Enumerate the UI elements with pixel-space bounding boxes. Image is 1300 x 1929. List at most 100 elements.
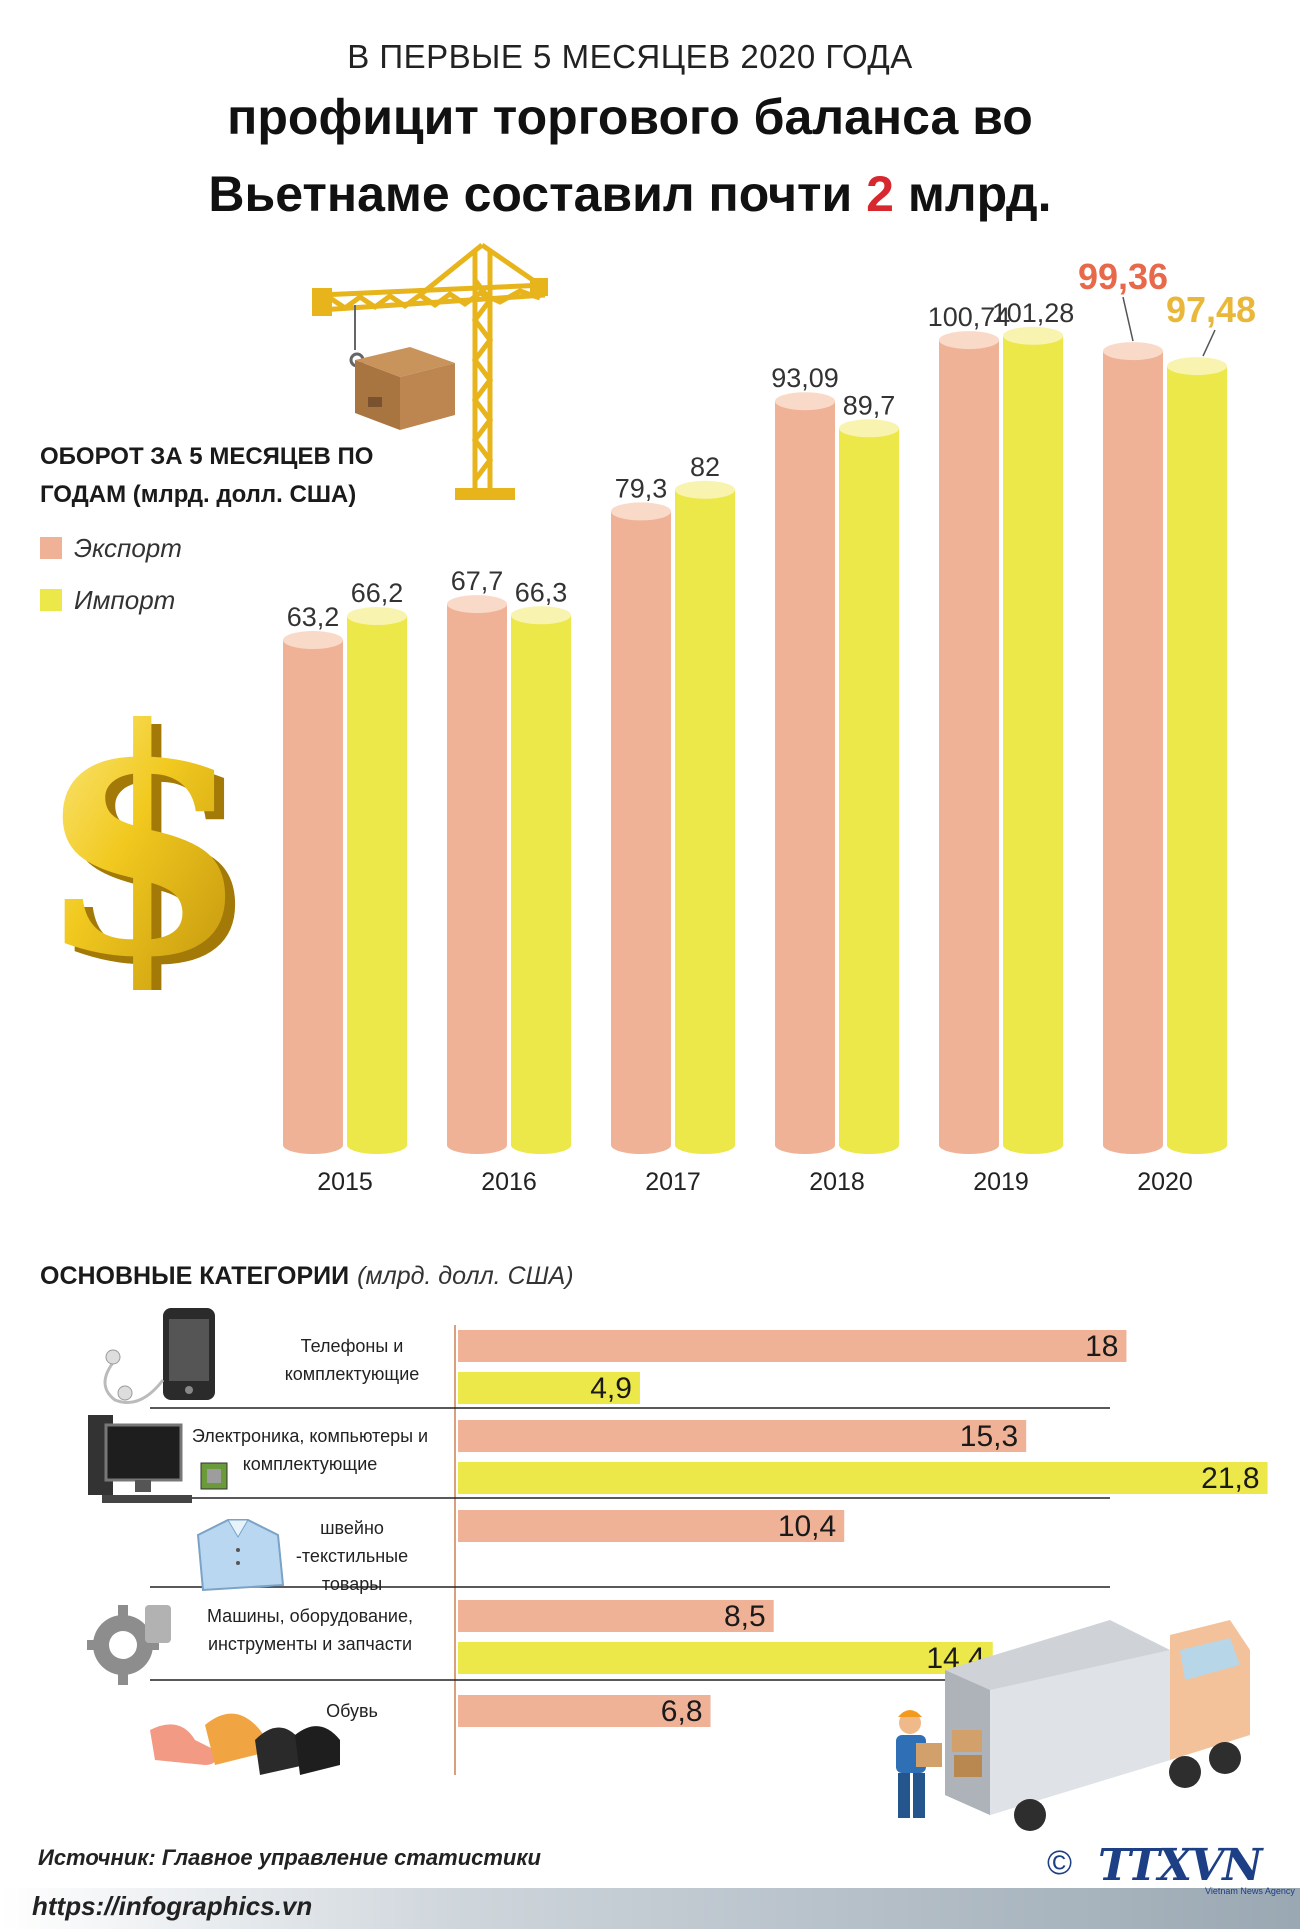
category-label: инструменты и запчасти	[208, 1634, 412, 1654]
category-value-label: 4,9	[590, 1372, 632, 1405]
crane-icon	[312, 242, 548, 500]
category-label: швейно	[320, 1518, 384, 1538]
brand-logo: TTXVN	[1098, 1840, 1262, 1891]
bar-top	[675, 480, 735, 499]
category-label: Телефоны и	[301, 1336, 404, 1356]
import-category-bar	[458, 1462, 1268, 1494]
bar-value-label: 93,09	[771, 363, 839, 393]
bar-base	[775, 1136, 835, 1154]
title-highlight: 2	[866, 166, 894, 222]
source-note: Источник: Главное управление статистики	[38, 1845, 541, 1870]
categories-title-text: ОСНОВНЫЕ КАТЕГОРИИ	[40, 1262, 350, 1290]
truck-icon	[945, 1620, 1250, 1831]
bar-value-label: 66,2	[351, 578, 404, 608]
annual-trade-chart: 63,2 66,2 2015 67,7 66,3 2016 79,3 82 2017 93,098…	[283, 256, 1256, 1196]
bar-base	[675, 1136, 735, 1154]
import-bar-2015	[347, 607, 407, 1154]
title-line-2: Вьетнаме составил почти 2 млрд.	[0, 165, 1260, 223]
import-bar-2018	[839, 419, 899, 1154]
bar-body	[1103, 351, 1163, 1145]
bar-value-label: 63,2	[287, 602, 340, 632]
bar-top	[447, 595, 507, 614]
label-leader-line	[1122, 296, 1134, 342]
bar-body	[839, 428, 899, 1145]
bar-base	[283, 1136, 343, 1154]
bar-body	[775, 401, 835, 1145]
footer-bar	[0, 1888, 1300, 1929]
bar-value-label: 67,7	[451, 566, 504, 596]
x-tick-label: 2018	[809, 1168, 865, 1196]
bar-body	[283, 640, 343, 1145]
category-value-label: 10,4	[778, 1510, 836, 1543]
svg-text:$: $	[45, 690, 255, 990]
subtitle: В ПЕРВЫЕ 5 МЕСЯЦЕВ 2020 ГОДА	[347, 38, 913, 75]
phone-icon	[103, 1308, 215, 1404]
bar-body	[347, 616, 407, 1145]
import-bar-2016	[511, 606, 571, 1154]
legend-import-swatch	[40, 589, 62, 611]
category-value-label: 18	[1085, 1330, 1118, 1363]
title-prefix: Вьетнаме составил почти	[208, 166, 867, 222]
bar-base	[1167, 1136, 1227, 1154]
label-leader-line	[1202, 329, 1216, 357]
import-bar-2017	[675, 480, 735, 1154]
bar-body	[675, 489, 735, 1145]
bar-top	[611, 502, 671, 521]
export-bar-2020	[1103, 342, 1163, 1154]
bar-value-label: 101,28	[992, 298, 1075, 328]
computer-icon	[88, 1415, 228, 1503]
bar-base	[511, 1136, 571, 1154]
import-bar-2020	[1167, 357, 1227, 1154]
footer-url[interactable]: https://infographics.vn	[32, 1891, 313, 1921]
export-bar-2017	[611, 502, 671, 1154]
bar-value-label: 66,3	[515, 577, 568, 607]
bar-base	[347, 1136, 407, 1154]
legend-export: Экспорт	[40, 533, 182, 564]
bar-top	[1167, 357, 1227, 376]
bar-top	[939, 331, 999, 350]
bar-body	[939, 340, 999, 1146]
bar-base	[939, 1136, 999, 1154]
category-label: комплектующие	[285, 1364, 420, 1384]
export-bar-2015	[283, 631, 343, 1154]
import-category-bar	[458, 1642, 993, 1674]
shoes-icon	[150, 1713, 340, 1775]
bar-value-label: 79,3	[615, 473, 668, 503]
export-category-bar	[458, 1510, 845, 1542]
x-tick-label: 2015	[317, 1168, 373, 1196]
category-value-label: 8,5	[724, 1600, 766, 1633]
export-category-bar	[458, 1420, 1027, 1452]
bar-top	[775, 392, 835, 411]
category-label: товары	[322, 1574, 382, 1594]
x-tick-label: 2019	[973, 1168, 1029, 1196]
bar-value-label: 99,36	[1078, 256, 1168, 297]
bar-body	[1167, 366, 1227, 1145]
x-tick-label: 2020	[1137, 1168, 1193, 1196]
export-bar-2016	[447, 595, 507, 1154]
bar-top	[1003, 326, 1063, 345]
category-label: -текстильные	[296, 1546, 408, 1566]
bar-body	[511, 615, 571, 1145]
bar-body	[611, 511, 671, 1145]
bar-base	[447, 1136, 507, 1154]
category-value-label: 21,8	[1201, 1462, 1259, 1495]
bar-base	[611, 1136, 671, 1154]
export-bar-2018	[775, 392, 835, 1154]
bar-top	[839, 419, 899, 438]
legend-import: Импорт	[40, 585, 175, 616]
categories-title: ОСНОВНЫЕ КАТЕГОРИИ (млрд. долл. США)	[40, 1262, 574, 1291]
bar-base	[1003, 1136, 1063, 1154]
export-category-bar	[458, 1695, 711, 1727]
title-line-1: профицит торгового баланса во	[227, 89, 1033, 145]
export-category-bar	[458, 1330, 1127, 1362]
x-tick-label: 2017	[645, 1168, 701, 1196]
category-label: Электроника, компьютеры и	[192, 1426, 428, 1446]
worker-icon	[896, 1710, 942, 1818]
svg-text:$: $	[45, 690, 251, 990]
title-suffix: млрд.	[893, 166, 1052, 222]
gear-icon	[87, 1605, 171, 1685]
copyright-symbol: ©	[1047, 1844, 1073, 1882]
export-category-bar	[458, 1600, 774, 1632]
bar-top	[511, 606, 571, 625]
bar-value-label: 82	[690, 452, 720, 482]
